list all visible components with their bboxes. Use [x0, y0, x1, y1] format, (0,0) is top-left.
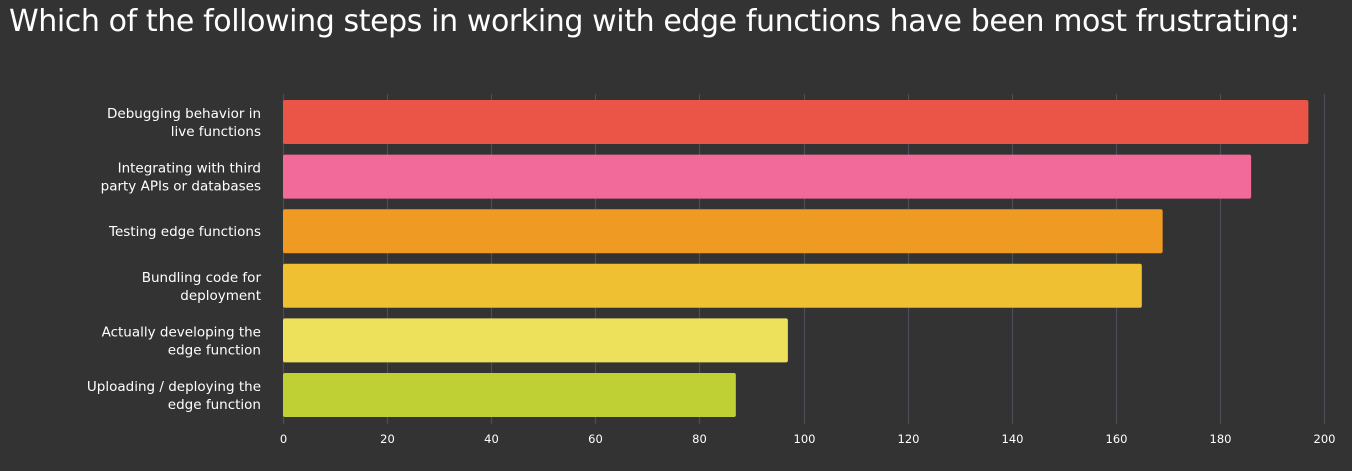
category-label-line: Integrating with third [118, 161, 261, 177]
bar [283, 318, 788, 363]
category-label-line: edge function [168, 342, 261, 358]
x-tick-label: 0 [280, 432, 287, 446]
chart-title: Which of the following steps in working … [9, 4, 1300, 39]
bar [283, 209, 1163, 254]
bars [283, 100, 1309, 417]
x-tick-label: 100 [794, 432, 816, 446]
category-label-line: edge function [168, 397, 261, 413]
x-tick-label: 200 [1314, 432, 1336, 446]
x-tick-label: 60 [588, 432, 603, 446]
bar [283, 154, 1252, 199]
category-labels: Debugging behavior in live functions Integ… [87, 106, 262, 413]
x-axis-tick-labels: 0 20 40 60 80 100 120 140 160 180 200 [280, 432, 1336, 446]
category-label: Integrating with third party APIs or data… [101, 161, 261, 195]
x-tick-label: 160 [1106, 432, 1128, 446]
category-label-line: deployment [180, 288, 261, 304]
category-label-line: party APIs or databases [101, 179, 261, 195]
category-label-line: Debugging behavior in [107, 106, 261, 122]
grid-lines [282, 94, 1326, 424]
category-label-line: Actually developing the [102, 324, 261, 340]
x-tick-label: 20 [380, 432, 395, 446]
x-tick-label: 80 [692, 432, 707, 446]
category-label: Bundling code for deployment [142, 270, 262, 304]
bar [283, 100, 1309, 144]
category-label: Actually developing the edge function [102, 324, 261, 358]
category-label-line: Testing edge functions [108, 224, 261, 240]
bar [283, 373, 736, 417]
category-label-line: live functions [171, 124, 261, 140]
bar [283, 263, 1142, 308]
x-tick-label: 120 [898, 432, 920, 446]
x-tick-label: 140 [1002, 432, 1024, 446]
category-label: Testing edge functions [108, 224, 261, 240]
x-tick-label: 180 [1210, 432, 1232, 446]
category-label-line: Bundling code for [142, 270, 262, 286]
x-tick-label: 40 [484, 432, 499, 446]
category-label-line: Uploading / deploying the [87, 379, 261, 395]
category-label: Uploading / deploying the edge function [87, 379, 261, 413]
category-label: Debugging behavior in live functions [107, 106, 261, 140]
